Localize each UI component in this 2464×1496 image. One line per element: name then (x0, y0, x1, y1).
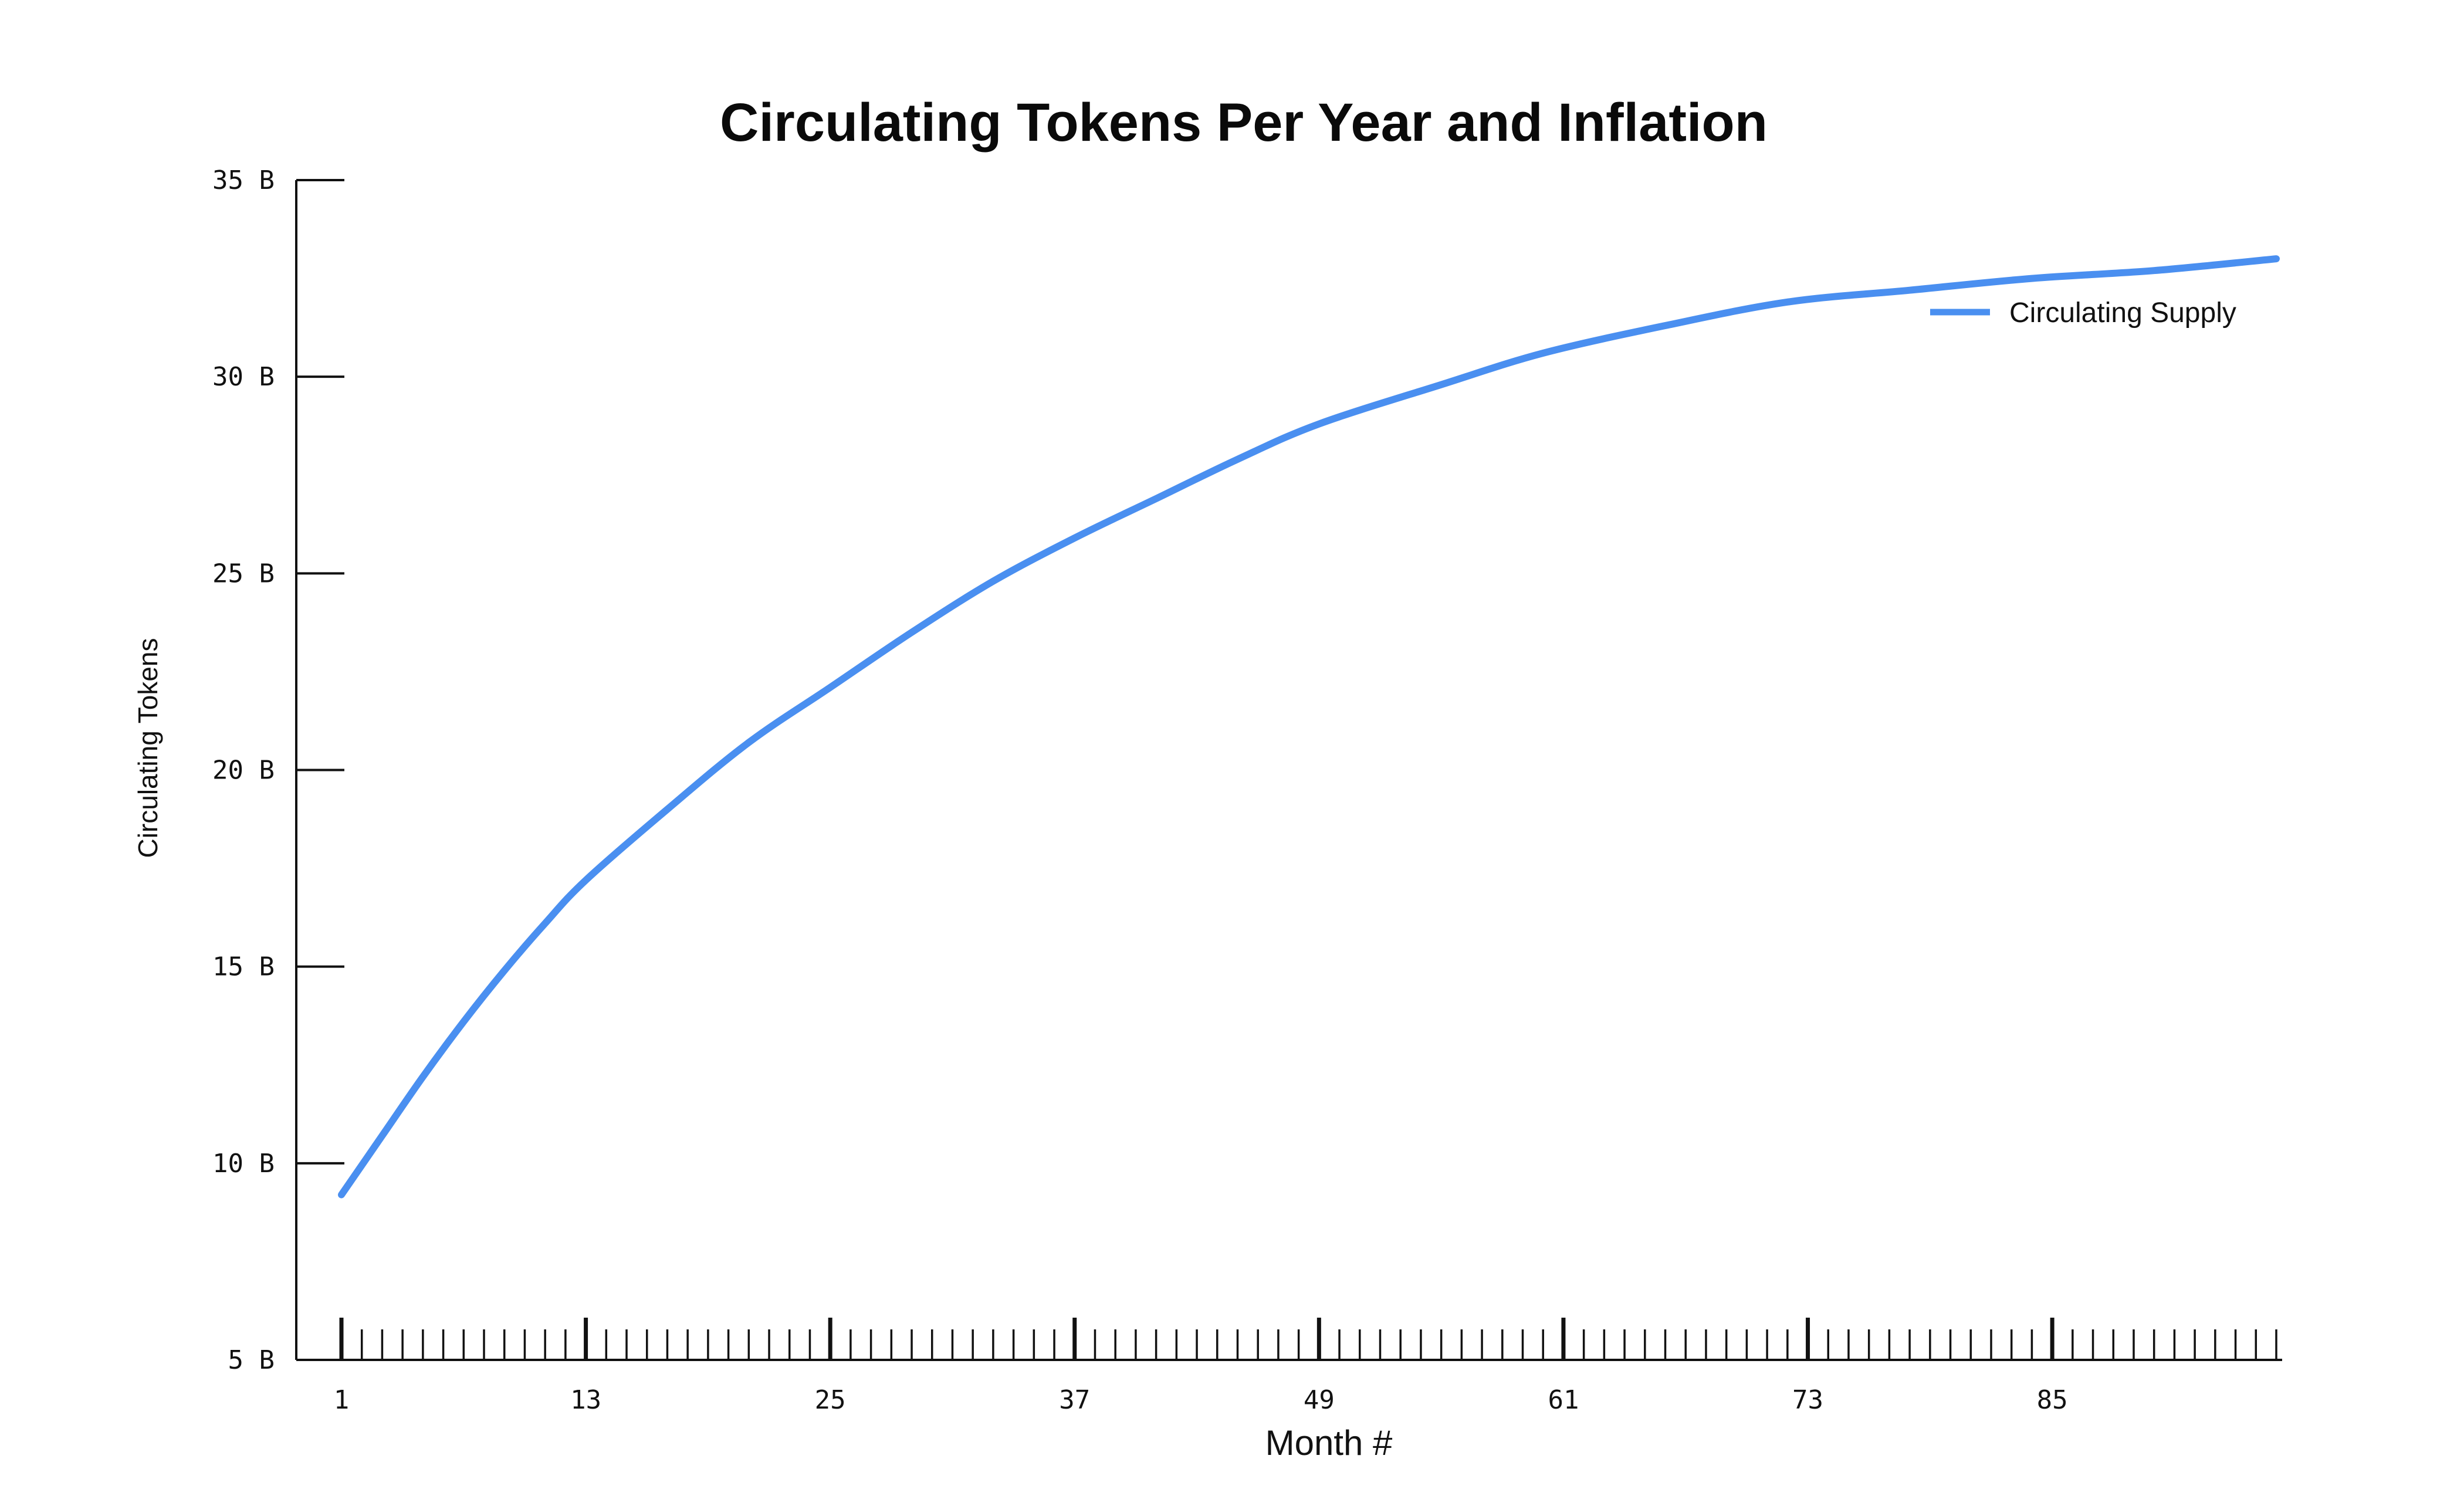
axes (295, 180, 2282, 1361)
x-tick-label: 85 (2037, 1385, 2068, 1415)
x-tick-label: 61 (1548, 1385, 1579, 1415)
x-tick-label: 25 (815, 1385, 846, 1415)
y-tick-label: 35 B (212, 165, 275, 195)
x-tick-label: 13 (570, 1385, 601, 1415)
series-line-circulating-supply (338, 255, 2280, 1199)
y-axis-label: Circulating Tokens (133, 638, 163, 858)
y-tick-label: 30 B (212, 362, 275, 392)
x-tick-label: 49 (1304, 1385, 1335, 1415)
y-tick-label: 10 B (212, 1149, 275, 1179)
x-axis-label: Month # (1265, 1423, 1393, 1463)
x-tick-label: 37 (1059, 1385, 1090, 1415)
legend-label-circulating-supply: Circulating Supply (2009, 297, 2236, 329)
y-ticks: 35 B 30 B 25 B 20 B 15 B 10 B 5 B (212, 165, 344, 1375)
chart-title: Circulating Tokens Per Year and Inflatio… (720, 93, 1768, 153)
y-tick-label: 20 B (212, 756, 275, 786)
x-ticks: 1 13 25 37 49 61 73 85 (334, 1318, 2277, 1415)
x-tick-label: 1 (334, 1385, 350, 1415)
x-tick-label: 73 (1792, 1385, 1823, 1415)
y-tick-label: 15 B (212, 952, 275, 982)
legend: Circulating Supply (1930, 297, 2236, 329)
y-tick-label: 25 B (212, 559, 275, 588)
series-group (338, 255, 2280, 1199)
y-tick-label: 5 B (228, 1345, 275, 1375)
